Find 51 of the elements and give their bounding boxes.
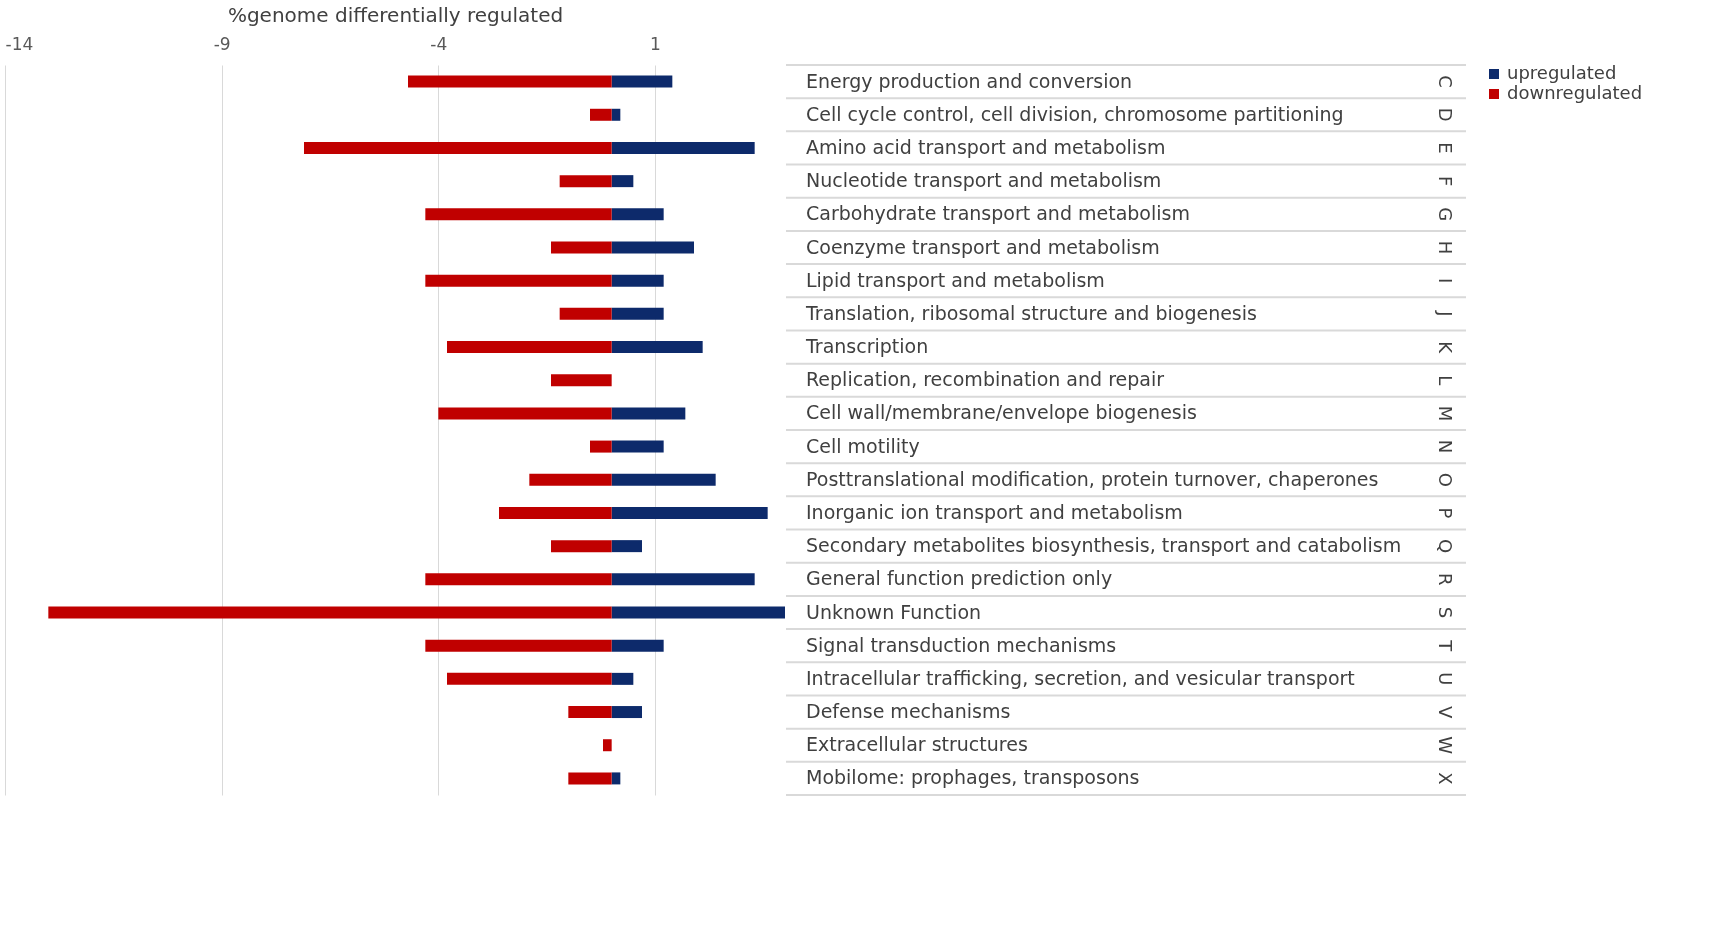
y2-tick-label: F xyxy=(1435,175,1456,187)
y-tick-label: Inorganic ion transport and metabolism xyxy=(806,500,1183,523)
legend-label: upregulated xyxy=(1507,62,1617,83)
y-tick-label: Replication, recombination and repair xyxy=(806,368,1165,391)
x-tick-label: 1 xyxy=(650,33,661,54)
y2-tick-label: S xyxy=(1435,606,1456,619)
y2-tick-label: X xyxy=(1435,772,1456,785)
y2-tick-label: T xyxy=(1435,639,1456,653)
y-tick-label: Secondary metabolites biosynthesis, transport and catabolism xyxy=(806,534,1402,557)
y-tick-label: Cell cycle control, cell division, chromosome partitioning xyxy=(806,102,1344,125)
y-tick-label: Posttranslational modification, protein turnover, chaperones xyxy=(806,467,1379,490)
y2-tick-label: I xyxy=(1435,278,1456,284)
legend-label: downregulated xyxy=(1507,82,1643,103)
y-tick-label: Unknown Function xyxy=(806,600,982,623)
y-tick-label: Transcription xyxy=(805,335,929,358)
y2-tick-label: Q xyxy=(1435,539,1456,554)
y-tick-label: Cell motility xyxy=(806,434,920,457)
y2-tick-label: O xyxy=(1435,472,1456,487)
y-tick-label: Carbohydrate transport and metabolism xyxy=(806,202,1190,225)
y2-tick-label: L xyxy=(1435,375,1456,386)
y-tick-label: General function prediction only xyxy=(806,567,1113,590)
x-axis-title: %genome differentially regulated xyxy=(227,2,564,27)
y-tick-label: Translation, ribosomal structure and biogenesis xyxy=(805,301,1257,324)
y2-tick-label: V xyxy=(1435,705,1456,719)
y-tick-label: Lipid transport and metabolism xyxy=(806,268,1105,291)
y2-tick-label: C xyxy=(1435,75,1456,88)
y2-tick-label: P xyxy=(1435,507,1456,519)
x-tick-label: -4 xyxy=(430,33,448,54)
y2-tick-label: N xyxy=(1435,439,1456,454)
y-tick-label: Cell wall/membrane/envelope biogenesis xyxy=(806,401,1197,424)
y2-tick-label: E xyxy=(1435,142,1456,154)
y2-tick-label: U xyxy=(1435,672,1456,686)
y-tick-label: Intracellular trafficking, secretion, and vesicular transport xyxy=(806,666,1355,689)
y-tick-label: Nucleotide transport and metabolism xyxy=(806,169,1162,192)
x-tick-label: -9 xyxy=(213,33,231,54)
y2-tick-label: H xyxy=(1435,240,1456,255)
y2-tick-label: W xyxy=(1435,736,1456,755)
y2-tick-label: M xyxy=(1435,405,1456,422)
y-tick-label: Energy production and conversion xyxy=(806,69,1133,92)
x-tick-label: -14 xyxy=(5,33,34,54)
y2-tick-label: G xyxy=(1435,207,1456,222)
y-tick-label: Defense mechanisms xyxy=(806,700,1011,723)
y2-tick-label: J xyxy=(1435,310,1456,317)
y2-tick-label: K xyxy=(1435,341,1456,355)
y2-tick-label: R xyxy=(1435,573,1456,586)
y2-tick-label: D xyxy=(1435,107,1456,122)
y-tick-label: Signal transduction mechanisms xyxy=(806,633,1117,656)
y-tick-label: Extracellular structures xyxy=(806,733,1028,756)
y-tick-label: Mobilome: prophages, transposons xyxy=(806,766,1140,789)
y-tick-label: Amino acid transport and metabolism xyxy=(806,135,1166,158)
y-tick-label: Coenzyme transport and metabolism xyxy=(806,235,1160,258)
